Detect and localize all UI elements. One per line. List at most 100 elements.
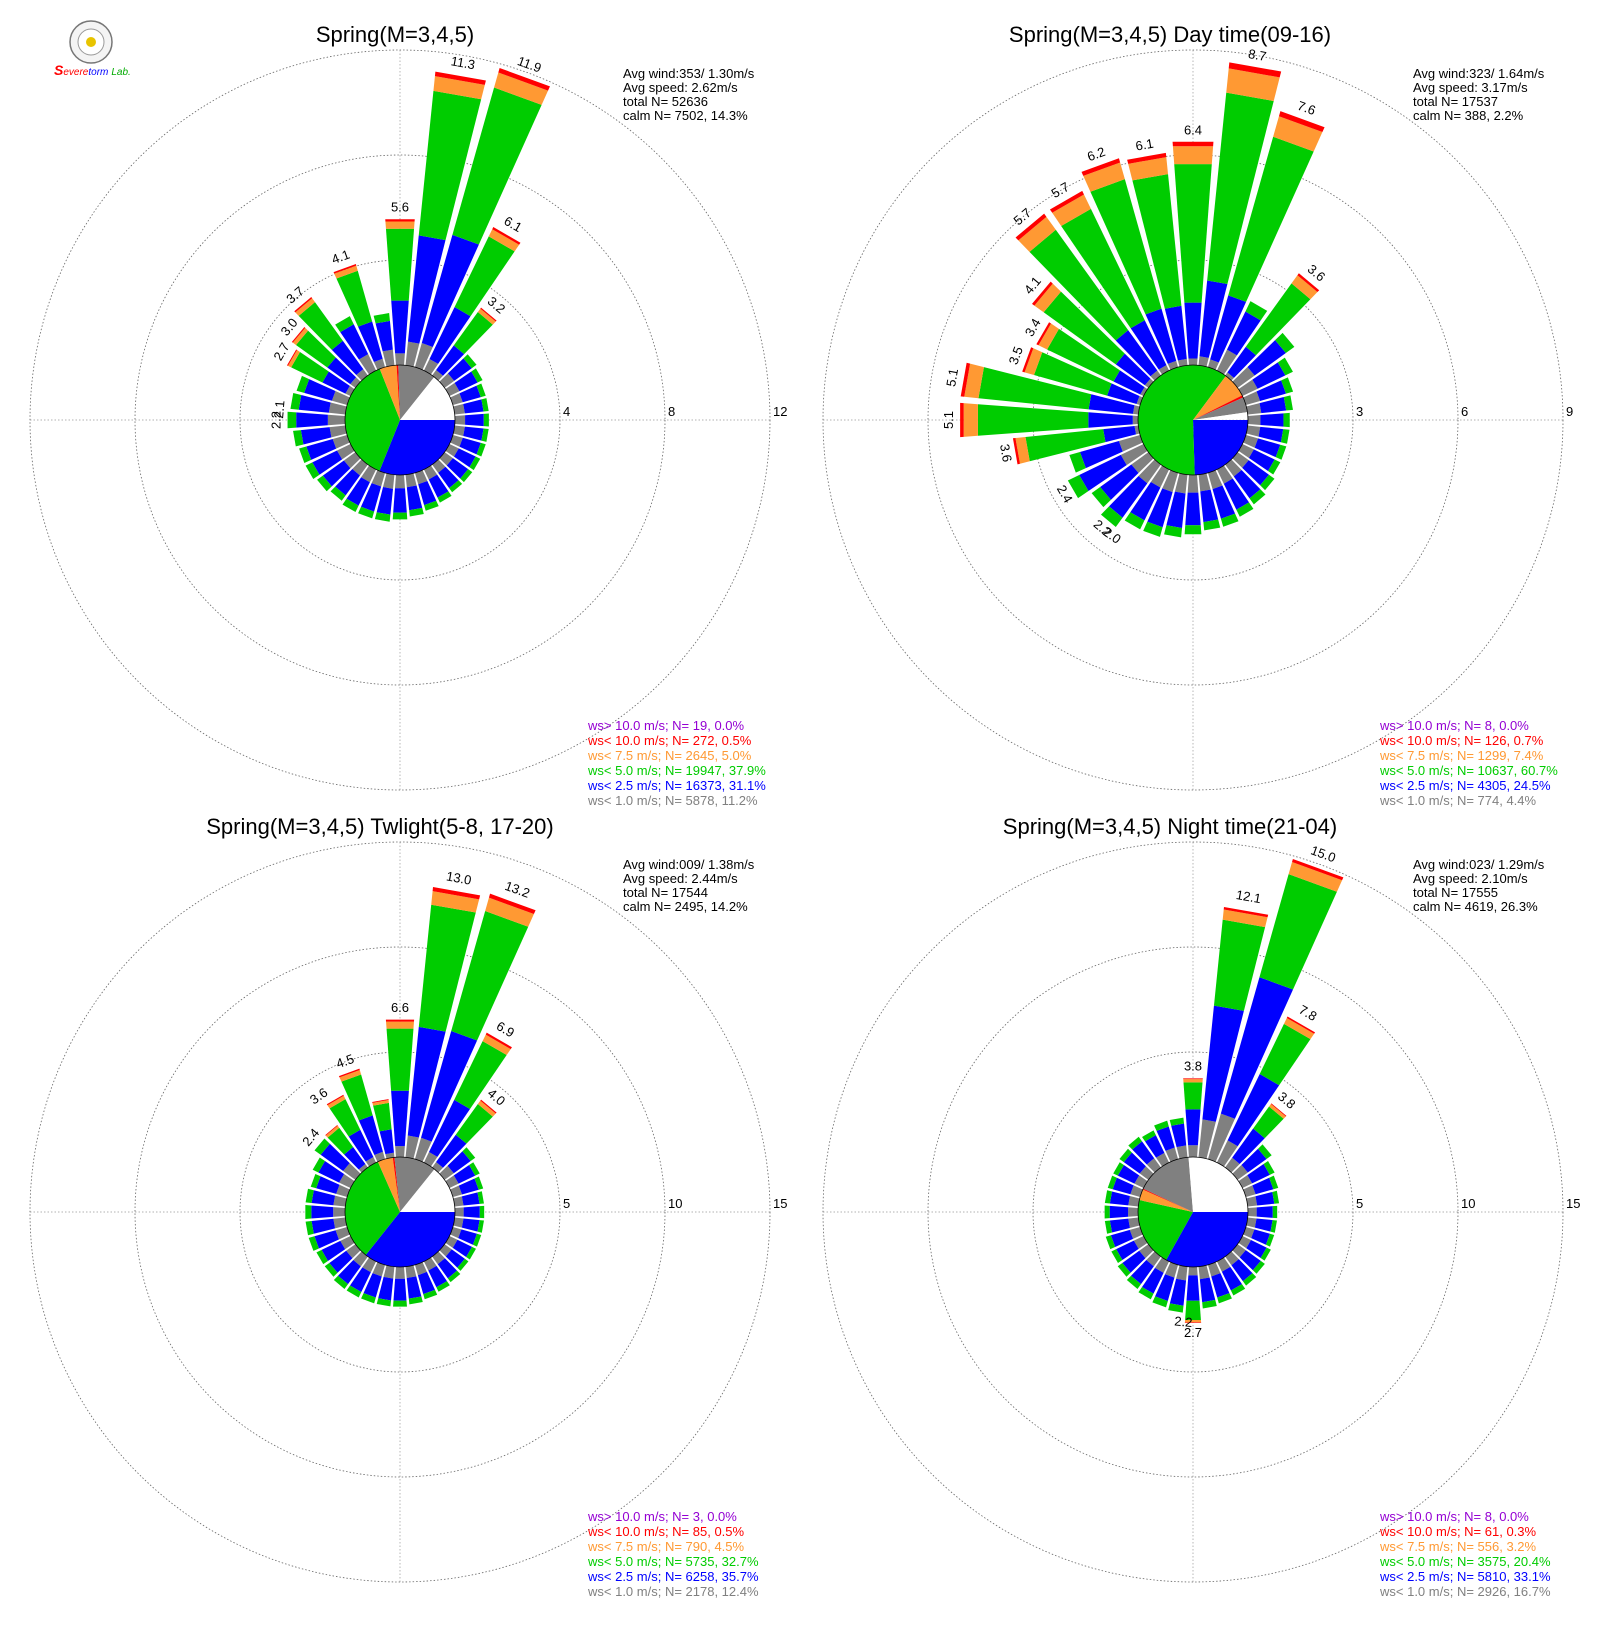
bar-segment-300 <box>1113 370 1145 395</box>
bar-segment-190 <box>1166 491 1186 528</box>
bar-segment-220 <box>1131 1260 1154 1285</box>
bar-segment-350 <box>372 1099 389 1103</box>
bar-segment-10 <box>1207 92 1274 285</box>
bar-segment-0 <box>386 1028 414 1091</box>
legend-entry: ws< 10.0 m/s; N= 61, 0.3% <box>1379 1524 1537 1539</box>
bar-segment-260 <box>1128 1217 1140 1228</box>
bar-segment-340 <box>334 265 358 279</box>
bar-segment-330 <box>327 1095 346 1109</box>
bar-segment-100 <box>1258 426 1284 443</box>
bar-segment-350 <box>1164 305 1187 361</box>
bar-segment-220 <box>1146 1251 1161 1267</box>
bar-segment-110 <box>1251 1229 1270 1245</box>
bar-segment-300 <box>1047 328 1120 382</box>
bar-segment-30 <box>488 229 520 252</box>
bar-segment-280 <box>978 367 1092 410</box>
bar-segment-150 <box>423 1257 437 1271</box>
bar-segment-340 <box>374 1151 386 1162</box>
bar-segment-290 <box>1136 395 1143 406</box>
bar-label: 11.3 <box>450 53 477 72</box>
bar-label: 15.0 <box>1309 843 1338 866</box>
bar-segment-310 <box>292 327 309 345</box>
wind-rose-panel-1: 4 8 12 5.6 11.3 11.9 6.1 3.2 2.73.0 3.7 4.1 2.22.1 S… <box>29 22 787 808</box>
bar-segment-40 <box>1269 1103 1286 1119</box>
bar-segment-70 <box>458 1178 479 1195</box>
bar-segment-60 <box>469 1162 480 1176</box>
bar-segment-330 <box>365 1157 377 1167</box>
pie-slice <box>1139 1189 1193 1212</box>
bar-segment-30 <box>1216 349 1237 375</box>
bar-segment-160 <box>414 470 428 485</box>
bar-segment-130 <box>445 1249 465 1268</box>
stat-line: total N= 17544 <box>623 885 708 900</box>
bar-segment-110 <box>1243 1226 1255 1239</box>
bar-segment-80 <box>1259 397 1287 414</box>
bar-segment-330 <box>1156 1152 1170 1167</box>
ring-15 <box>822 841 1564 1583</box>
bar-segment-130 <box>460 469 473 483</box>
bar-segment-310 <box>314 1138 330 1155</box>
bar-segment-300 <box>286 349 298 366</box>
bar-segment-210 <box>346 477 370 506</box>
bar-segment-40 <box>436 345 465 376</box>
bar-label: 4.1 <box>1021 274 1044 297</box>
stat-line: Avg wind:009/ 1.38m/s <box>623 857 755 872</box>
bar-segment-10 <box>1199 280 1228 358</box>
pie-outline <box>344 1156 456 1268</box>
pie-slice <box>345 368 400 472</box>
bar-segment-100 <box>1280 429 1290 444</box>
bar-segment-280 <box>960 362 971 397</box>
bar-segment-310 <box>343 1163 361 1180</box>
bar-segment-200 <box>363 1273 382 1298</box>
bar-segment-340 <box>358 321 383 362</box>
bar-segment-240 <box>305 462 320 479</box>
bar-segment-130 <box>457 1258 469 1271</box>
bar-label: 4.5 <box>334 1051 356 1071</box>
bar-segment-70 <box>450 1185 463 1198</box>
bar-segment-200 <box>361 1293 376 1304</box>
ring-label: 12 <box>773 404 787 419</box>
bar-segment-60 <box>445 382 460 397</box>
bar-segment-30 <box>1286 1016 1316 1034</box>
bar-segment-330 <box>340 324 369 360</box>
bar-segment-280 <box>964 363 984 399</box>
bar-segment-170 <box>406 485 423 511</box>
bar-segment-50 <box>439 1165 454 1180</box>
bar-segment-310 <box>1119 1148 1132 1163</box>
bar-label: 3.6 <box>1305 261 1328 284</box>
bar-segment-290 <box>1112 1177 1134 1195</box>
bar-segment-340 <box>333 264 357 274</box>
bar-segment-270 <box>327 414 346 426</box>
pie-slice <box>345 1161 400 1256</box>
bar-segment-250 <box>335 1226 350 1240</box>
bar-segment-290 <box>1033 352 1112 396</box>
legend-entry: ws< 2.5 m/s; N= 16373, 31.1% <box>587 778 766 793</box>
bar-label: 3.8 <box>1275 1089 1298 1112</box>
bar-label: 6.9 <box>494 1018 517 1040</box>
bar-segment-160 <box>417 1271 435 1295</box>
bar-segment-330 <box>1049 190 1084 213</box>
bar-segment-200 <box>1165 1262 1179 1278</box>
bar-segment-180 <box>1187 474 1199 493</box>
bar-segment-240 <box>1116 1240 1139 1260</box>
bar-segment-300 <box>1140 387 1148 397</box>
bar-segment-150 <box>1230 1284 1246 1296</box>
bar-segment-40 <box>477 308 496 325</box>
bar-segment-340 <box>1145 308 1177 364</box>
legend-entry: ws< 2.5 m/s; N= 6258, 35.7% <box>587 1569 759 1584</box>
legend-entry: ws< 2.5 m/s; N= 5810, 33.1% <box>1379 1569 1551 1584</box>
bar-segment-110 <box>1254 438 1281 458</box>
bar-segment-100 <box>1270 1220 1277 1233</box>
bar-segment-0 <box>1184 302 1202 359</box>
bar-segment-300 <box>287 350 300 368</box>
bar-segment-180 <box>1184 1322 1202 1323</box>
pie-outline <box>1137 364 1249 476</box>
bar-segment-230 <box>343 452 361 469</box>
bar-segment-90 <box>479 1205 485 1219</box>
bar-segment-190 <box>1164 525 1183 538</box>
logo-torm: torm <box>88 67 108 78</box>
bar-segment-120 <box>452 1239 473 1257</box>
bar-segment-300 <box>318 1161 345 1183</box>
bar-segment-120 <box>1238 1235 1252 1249</box>
legend-entry: ws< 10.0 m/s; N= 126, 0.7% <box>1379 733 1544 748</box>
